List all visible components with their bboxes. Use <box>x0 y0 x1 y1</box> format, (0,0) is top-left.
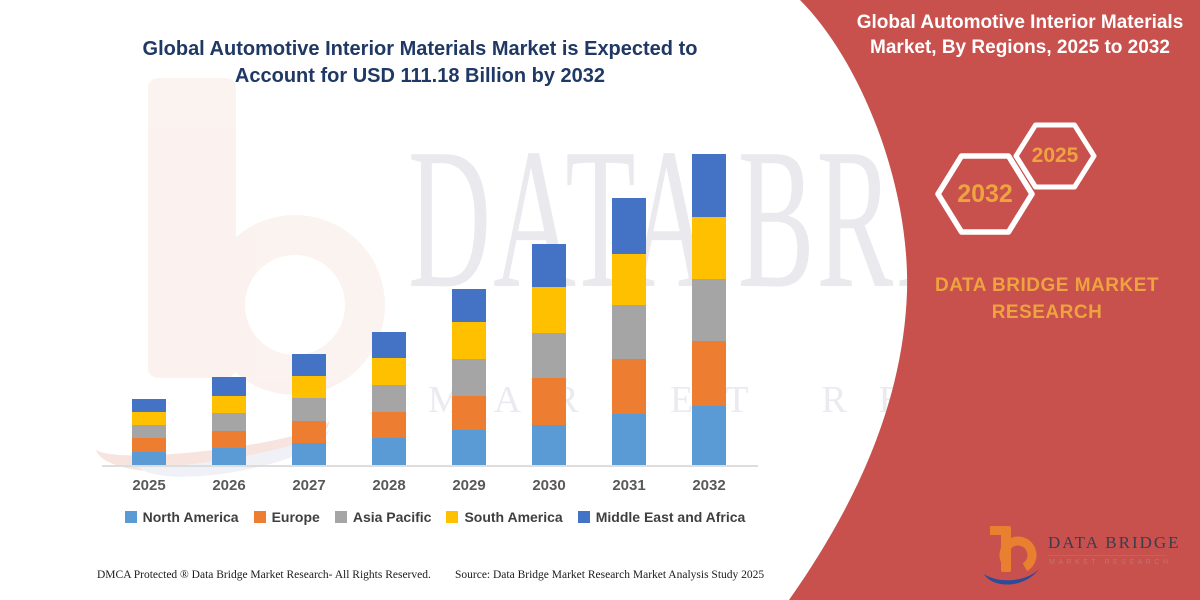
bar-segment <box>612 304 646 360</box>
bar-segment <box>212 412 246 431</box>
bar-2032 <box>692 153 726 465</box>
bar-segment <box>452 430 486 465</box>
bar-segment <box>692 278 726 341</box>
footer-source-text: Source: Data Bridge Market Research Mark… <box>455 569 765 581</box>
x-tick: 2026 <box>212 477 246 494</box>
bar-segment <box>612 197 646 255</box>
bar-segment <box>212 447 246 465</box>
bar-segment <box>132 438 166 452</box>
bar-segment <box>292 442 326 465</box>
red-panel-shape-path <box>789 0 1200 600</box>
bar-segment <box>612 414 646 465</box>
bar-segment <box>452 288 486 323</box>
legend-item: Asia Pacific <box>334 509 432 525</box>
bar-2031 <box>612 197 646 465</box>
bar-segment <box>372 384 406 412</box>
bar-segment <box>292 376 326 399</box>
bar-segment <box>692 405 726 465</box>
bar-segment <box>372 411 406 439</box>
hexagon-2025-label: 2025 <box>1031 144 1079 167</box>
legend-label: Europe <box>271 509 320 525</box>
x-tick: 2028 <box>372 477 406 494</box>
legend-label: South America <box>464 509 563 525</box>
chart-legend: North America Europe Asia Pacific South Ame… <box>90 509 780 525</box>
x-tick: 2032 <box>692 477 726 494</box>
hexagons-graphic <box>935 122 1097 235</box>
bar-segment <box>452 358 486 396</box>
bar-segment <box>292 420 326 443</box>
legend-swatch <box>577 511 590 523</box>
hexagon-2025-outline <box>1013 122 1097 190</box>
bar-2028 <box>372 331 406 465</box>
chart-plot-area <box>100 150 760 465</box>
bar-segment <box>292 398 326 421</box>
legend-swatch <box>334 511 347 523</box>
bar-2026 <box>212 376 246 465</box>
legend-label: North America <box>142 509 239 525</box>
brand-text-gold: DATA BRIDGE MARKET RESEARCH <box>935 275 1159 323</box>
x-tick: 2025 <box>132 477 166 494</box>
bar-segment <box>372 331 406 359</box>
bar-2027 <box>292 353 326 465</box>
bar-segment <box>692 216 726 279</box>
bar-segment <box>532 425 566 465</box>
logo-tagline-text: MARKET RESEARCH <box>1049 559 1172 566</box>
bar-segment <box>452 395 486 430</box>
bar-segment <box>132 412 166 426</box>
bar-segment <box>532 332 566 378</box>
bar-segment <box>212 395 246 413</box>
bar-segment <box>372 358 406 385</box>
legend-item: North America <box>124 509 239 525</box>
legend-item: South America <box>446 509 563 525</box>
bar-segment <box>212 376 246 396</box>
bar-segment <box>532 377 566 425</box>
footer-dmca-text: DMCA Protected ® Data Bridge Market Rese… <box>97 569 431 581</box>
x-tick: 2031 <box>612 477 646 494</box>
data-bridge-logo-icon <box>984 526 1040 585</box>
bar-segment <box>132 451 166 465</box>
x-axis-labels: 2025 2026 2027 2028 2029 2030 2031 2032 <box>100 477 760 497</box>
legend-swatch <box>124 511 137 523</box>
bar-segment <box>612 359 646 415</box>
x-tick: 2030 <box>532 477 566 494</box>
legend-label: Asia Pacific <box>352 509 432 525</box>
hexagon-2032-label: 2032 <box>957 180 1013 208</box>
bar-segment <box>532 286 566 333</box>
bar-segment <box>372 438 406 465</box>
legend-swatch <box>253 511 266 523</box>
logo-divider <box>1048 555 1166 556</box>
legend-item: Europe <box>253 509 320 525</box>
bar-2030 <box>532 244 566 465</box>
chart-title: Global Automotive Interior Materials Mar… <box>142 38 698 87</box>
legend-item: Middle East and Africa <box>577 509 746 525</box>
bar-segment <box>452 322 486 359</box>
bar-segment <box>292 353 326 377</box>
bar-segment <box>212 430 246 448</box>
bar-2025 <box>132 398 166 465</box>
bar-2029 <box>452 288 486 465</box>
legend-swatch <box>446 511 459 523</box>
bar-segment <box>132 398 166 413</box>
legend-label: Middle East and Africa <box>595 509 746 525</box>
right-panel-title: Global Automotive Interior Materials Mar… <box>856 12 1184 58</box>
x-axis-line <box>102 465 758 467</box>
bar-segment <box>612 254 646 305</box>
logo-brand-text: DATA BRIDGE <box>1048 533 1181 552</box>
bar-segment <box>692 153 726 217</box>
bar-segment <box>692 340 726 406</box>
hexagon-2032-outline <box>935 153 1035 235</box>
x-tick: 2029 <box>452 477 486 494</box>
bar-segment <box>132 425 166 439</box>
x-tick: 2027 <box>292 477 326 494</box>
bar-segment <box>532 244 566 287</box>
